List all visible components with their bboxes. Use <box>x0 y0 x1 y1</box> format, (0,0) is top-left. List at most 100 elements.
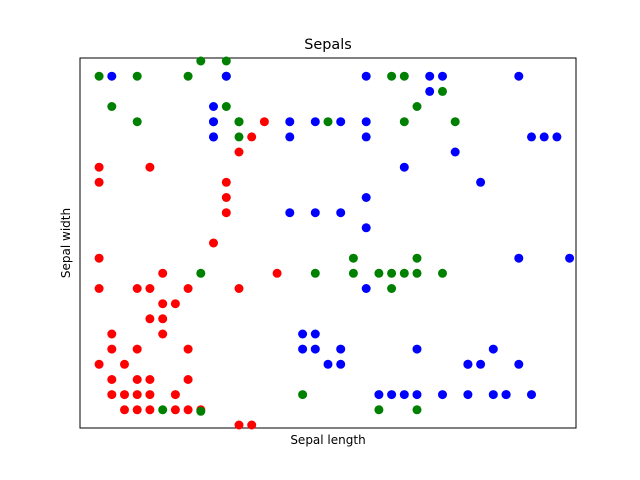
point-red-43 <box>247 132 257 142</box>
point-green-7 <box>196 268 206 278</box>
point-green-3 <box>132 71 142 81</box>
point-red-11 <box>120 359 129 369</box>
plot-area <box>79 57 577 429</box>
point-blue-36 <box>412 344 422 354</box>
point-red-5 <box>107 344 117 354</box>
point-red-39 <box>234 420 244 430</box>
point-blue-6 <box>285 208 295 218</box>
point-blue-2 <box>209 117 218 127</box>
point-blue-9 <box>310 208 320 218</box>
point-green-27 <box>399 268 409 278</box>
point-red-33 <box>183 284 193 293</box>
point-blue-38 <box>298 344 308 354</box>
point-blue-5 <box>221 71 231 81</box>
point-blue-39 <box>310 344 320 354</box>
point-red-28 <box>170 390 180 400</box>
point-green-35 <box>450 117 460 127</box>
point-green-18 <box>323 117 333 127</box>
point-blue-7 <box>285 117 295 127</box>
point-blue-20 <box>425 86 435 96</box>
point-blue-31 <box>552 132 562 142</box>
point-blue-53 <box>501 390 511 400</box>
point-blue-29 <box>539 132 549 142</box>
point-red-21 <box>145 284 155 293</box>
point-blue-21 <box>438 71 447 81</box>
point-blue-27 <box>514 253 524 263</box>
point-red-10 <box>120 390 129 400</box>
point-red-24 <box>158 314 168 324</box>
point-blue-14 <box>361 117 371 127</box>
point-blue-18 <box>399 162 409 172</box>
point-green-14 <box>234 132 244 142</box>
point-red-35 <box>209 238 218 248</box>
point-red-27 <box>170 405 180 415</box>
point-green-4 <box>158 405 168 415</box>
x-axis-label: Sepal length <box>290 433 365 447</box>
point-red-25 <box>158 299 168 309</box>
point-blue-30 <box>565 253 575 263</box>
point-red-42 <box>247 420 257 430</box>
point-blue-33 <box>310 329 320 339</box>
point-blue-0 <box>107 71 117 81</box>
point-blue-11 <box>336 208 346 218</box>
point-red-18 <box>145 390 155 400</box>
point-blue-40 <box>323 359 333 369</box>
point-red-41 <box>234 147 244 157</box>
point-green-24 <box>387 268 397 278</box>
point-blue-22 <box>450 147 460 157</box>
point-blue-26 <box>514 71 524 81</box>
point-red-22 <box>145 162 155 172</box>
point-green-31 <box>412 405 422 415</box>
chart-title: Sepals <box>304 37 351 53</box>
point-red-4 <box>94 162 104 172</box>
point-blue-42 <box>374 390 384 400</box>
point-blue-48 <box>488 390 498 400</box>
point-blue-4 <box>209 132 218 142</box>
point-red-40 <box>234 284 244 293</box>
point-blue-46 <box>438 390 447 400</box>
point-green-8 <box>196 406 206 416</box>
point-blue-28 <box>527 132 536 142</box>
point-red-29 <box>170 299 180 309</box>
point-red-14 <box>132 375 142 384</box>
point-blue-15 <box>361 71 371 81</box>
points-layer <box>94 56 575 430</box>
point-green-21 <box>374 405 384 415</box>
point-green-19 <box>348 253 358 263</box>
point-red-38 <box>221 177 231 187</box>
point-green-23 <box>387 284 397 293</box>
point-blue-1 <box>209 102 218 111</box>
point-red-1 <box>94 284 104 293</box>
point-blue-45 <box>412 390 422 400</box>
point-blue-17 <box>361 223 371 233</box>
point-red-9 <box>120 405 129 415</box>
point-green-10 <box>221 102 231 111</box>
point-blue-37 <box>463 359 473 369</box>
point-blue-10 <box>310 117 320 127</box>
point-green-32 <box>412 268 422 278</box>
point-blue-24 <box>476 177 486 187</box>
point-blue-35 <box>361 284 371 293</box>
point-red-44 <box>259 117 269 127</box>
point-green-17 <box>310 268 320 278</box>
point-red-45 <box>272 268 282 278</box>
point-red-3 <box>94 177 104 187</box>
point-red-15 <box>132 344 142 354</box>
point-red-7 <box>107 375 117 384</box>
point-red-16 <box>132 284 142 293</box>
point-green-5 <box>183 71 193 81</box>
point-blue-12 <box>336 117 346 127</box>
point-red-6 <box>107 329 117 339</box>
point-green-30 <box>412 253 422 263</box>
point-green-34 <box>438 268 447 278</box>
point-blue-13 <box>361 132 371 142</box>
point-red-2 <box>94 253 104 263</box>
point-blue-8 <box>285 132 295 142</box>
point-green-2 <box>132 117 142 127</box>
point-blue-50 <box>514 359 524 369</box>
point-blue-51 <box>527 390 536 400</box>
point-red-19 <box>145 375 155 384</box>
point-green-28 <box>399 71 409 81</box>
point-green-6 <box>196 56 206 66</box>
